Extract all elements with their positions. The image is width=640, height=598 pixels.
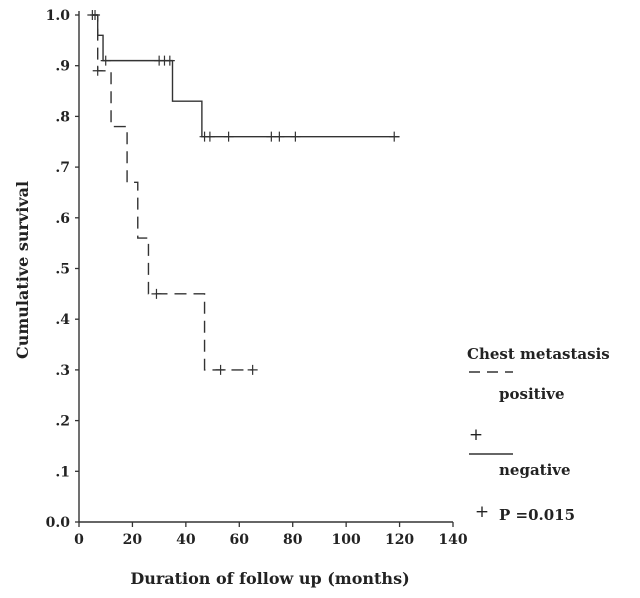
censor-mark-negative [204,131,215,142]
x-axis-label: Duration of follow up (months) [130,569,409,588]
legend-positive-label: positive [499,385,565,403]
y-tick-label: 0.0 [46,515,71,531]
y-tick-label: .9 [55,59,70,75]
x-tick-label: 40 [176,532,196,548]
censor-mark-negative [274,131,285,142]
y-axis-label: Cumulative survival [13,181,32,359]
censor-mark-negative [90,10,101,20]
y-tick-label: .1 [55,464,70,480]
censor-mark-positive [151,288,162,299]
censor-mark-negative [290,131,301,142]
series-line-negative [92,14,400,138]
y-tick-label: .2 [55,414,70,430]
legend-negative-label: negative [499,461,571,479]
x-tick-label: 0 [74,532,84,548]
x-tick-label: 100 [332,532,361,548]
censor-mark-positive [215,364,226,375]
censor-mark-positive [92,65,103,76]
censor-mark-negative [164,55,175,66]
legend-title: Chest metastasis [467,345,610,363]
x-tick-label: 120 [385,532,414,548]
y-tick-label: .7 [55,160,70,176]
y-tick-label: 1.0 [46,8,71,24]
series-layer [87,10,400,375]
censor-mark-negative [223,131,234,142]
x-tick-label: 140 [438,532,467,548]
y-tick-label: .6 [55,211,70,227]
censor-mark-positive [247,364,258,375]
x-tick-label: 20 [123,532,143,548]
legend: Chest metastasis positive + negative + [467,345,610,522]
y-tick-label: .5 [55,262,70,278]
censor-mark-negative [389,131,400,142]
x-tick-label: 60 [230,532,250,548]
censor-mark-negative [100,55,111,66]
y-tick-label: .8 [55,109,70,125]
p-value-annotation: P =0.015 [499,506,575,524]
legend-negative-censor-symbol: + [475,502,489,522]
legend-positive-censor-symbol: + [469,425,483,445]
y-tick-label: .3 [55,363,70,379]
y-tick-label: .4 [55,312,70,328]
x-tick-label: 80 [283,532,303,548]
axes: 0.0 .1 .2 .3 .4 .5 .6 .7 .8 .9 1.0 0 20 40 60 80 100 120 1… [46,8,468,548]
